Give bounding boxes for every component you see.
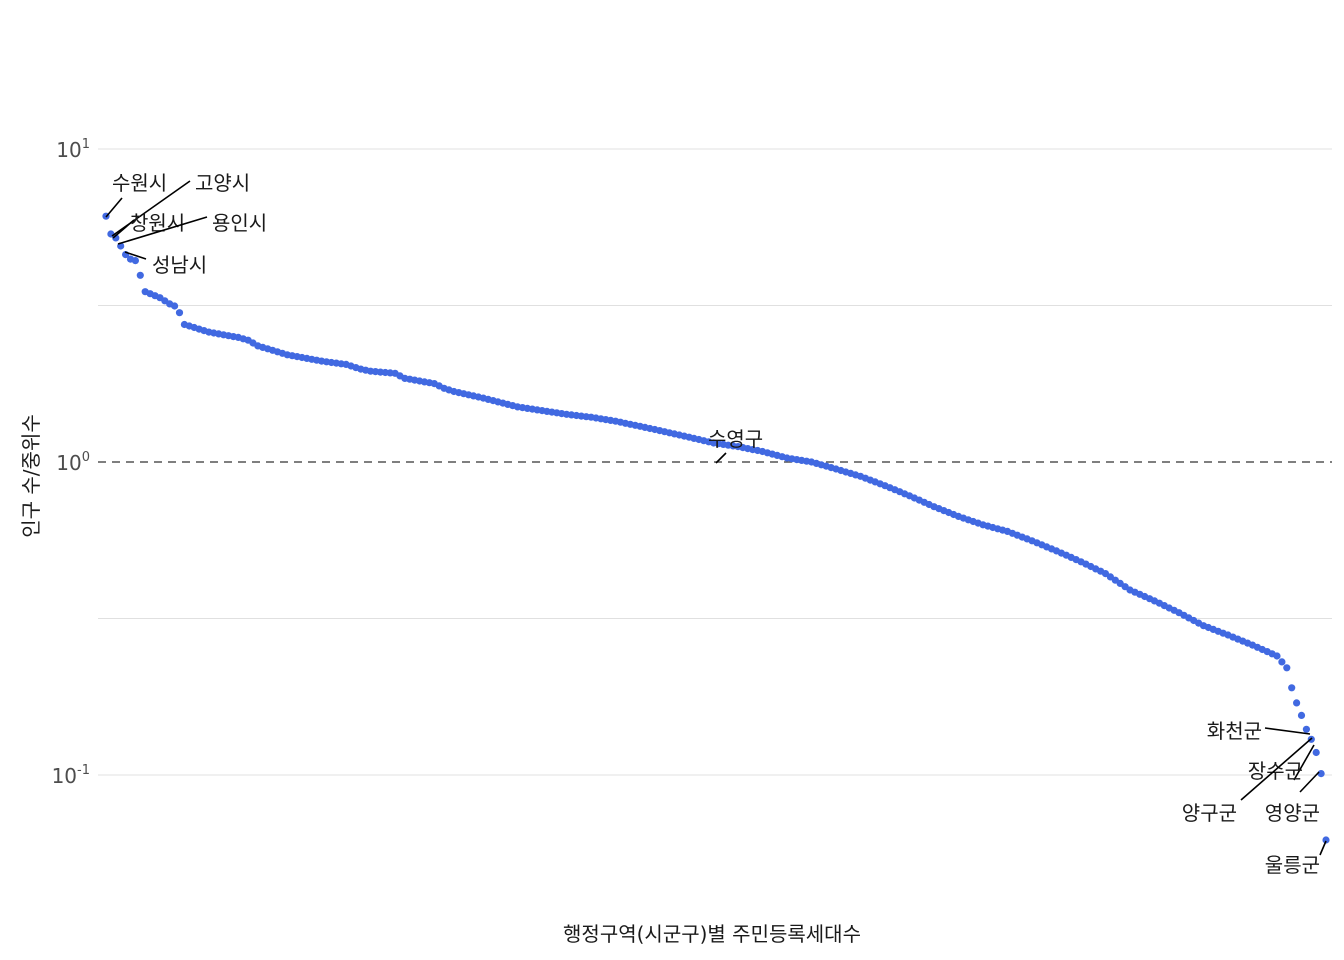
data-point <box>1293 699 1301 707</box>
data-point <box>136 271 144 279</box>
point-label: 창원시 <box>130 211 185 235</box>
point-label: 수원시 <box>112 171 167 195</box>
label-leader-line <box>1240 737 1313 801</box>
data-point <box>1312 748 1320 757</box>
data-point <box>1297 711 1306 720</box>
label-leader-line <box>715 452 727 464</box>
y-axis-ticks: 101 100 10-1 <box>52 137 90 788</box>
grid-lines <box>98 148 1332 776</box>
data-point <box>1317 770 1325 778</box>
label-leader-line <box>1293 744 1315 781</box>
data-point <box>1302 725 1310 733</box>
data-point <box>171 302 179 310</box>
y-tick-label: 100 <box>56 450 90 475</box>
point-label: 울릉군 <box>1265 853 1320 877</box>
data-point <box>1288 684 1296 692</box>
point-label: 고양시 <box>195 171 250 195</box>
label-leader-line <box>117 216 208 245</box>
point-label: 영양군 <box>1265 801 1320 825</box>
data-point <box>131 257 139 265</box>
label-leader-line <box>105 197 123 218</box>
y-tick-label: 101 <box>56 137 90 162</box>
label-leader-line <box>1299 771 1320 793</box>
y-tick-label: 10-1 <box>52 763 90 788</box>
data-point <box>1283 664 1291 672</box>
data-point <box>175 309 184 317</box>
label-leader-line <box>1264 727 1311 735</box>
point-label: 화천군 <box>1207 719 1262 743</box>
data-point <box>1322 836 1330 844</box>
point-label: 용인시 <box>212 211 267 235</box>
data-point <box>1278 658 1286 666</box>
point-label: 성남시 <box>152 253 207 277</box>
data-points <box>102 212 1330 844</box>
point-labels: 수원시고양시창원시용인시성남시수영구화천군장수군양구군영양군울릉군 <box>105 171 1327 877</box>
point-label: 양구군 <box>1182 801 1237 825</box>
data-point <box>1273 652 1281 660</box>
x-axis-title: 행정구역(시군구)별 주민등록세대수 <box>563 922 861 946</box>
label-leader-line <box>124 251 147 260</box>
label-leader-line <box>1319 840 1327 856</box>
point-label: 수영구 <box>708 427 763 451</box>
y-axis-title: 인구 수/중위수 <box>19 414 43 538</box>
label-leader-line <box>112 219 135 239</box>
